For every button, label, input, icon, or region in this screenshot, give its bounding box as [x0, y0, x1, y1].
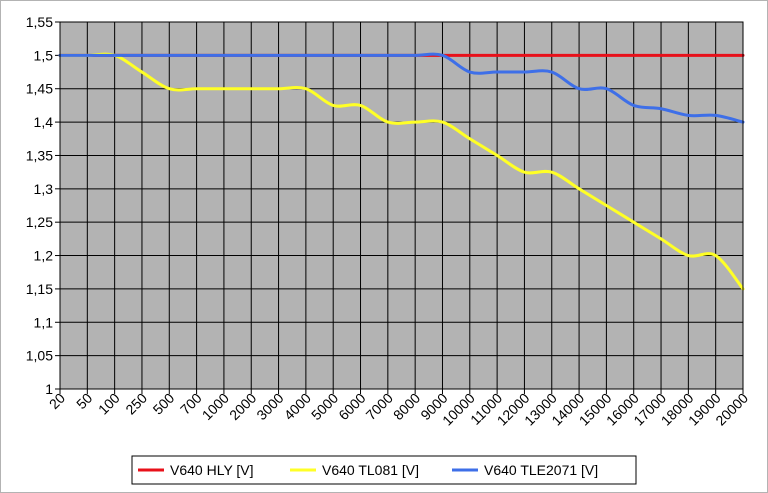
- x-tick-label: 3000: [253, 390, 286, 423]
- y-tick-label: 1,2: [34, 248, 54, 264]
- y-tick-label: 1,35: [26, 147, 53, 163]
- y-tick-label: 1,5: [34, 47, 54, 63]
- series-line-2: [58, 52, 745, 291]
- legend-label-1: V640 HLY [V]: [170, 462, 254, 478]
- series-line-3: [58, 52, 745, 124]
- x-axis: 20 50 100 250 500 700100020003000400050006000…: [46, 389, 751, 429]
- plot-area: [60, 22, 743, 389]
- y-tick-label: 1,15: [26, 281, 53, 297]
- x-tick-label: 50: [73, 390, 95, 412]
- legend-box: [131, 455, 637, 485]
- y-tick-label: 1,05: [26, 348, 53, 364]
- y-tick-label: 1,45: [26, 81, 53, 97]
- legend: V640 HLY [V] V640 TL081 [V] V640 TLE2071 […: [131, 455, 637, 485]
- x-tick-label: 7000: [363, 390, 396, 423]
- y-tick-label: 1: [45, 381, 53, 397]
- x-tick-label: 2000: [226, 390, 259, 423]
- y-tick-label: 1,55: [26, 14, 53, 30]
- x-tick-label: 100: [95, 390, 123, 418]
- y-tick-label: 1,1: [34, 314, 54, 330]
- x-tick-label: 6000: [335, 390, 368, 423]
- x-tick-label: 500: [150, 390, 178, 418]
- legend-label-3: V640 TLE2071 [V]: [484, 462, 598, 478]
- y-tick-label: 1,3: [34, 181, 54, 197]
- x-tick-label: 5000: [308, 390, 341, 423]
- x-tick-label: 4000: [281, 390, 314, 423]
- x-tick-label: 250: [122, 390, 150, 418]
- plot-border: [59, 21, 744, 390]
- x-tick-label: 8000: [390, 390, 423, 423]
- series-lines: [58, 52, 745, 291]
- x-tick-label: 1000: [199, 390, 232, 423]
- legend-label-2: V640 TL081 [V]: [322, 462, 419, 478]
- y-tick-label: 1,25: [26, 214, 53, 230]
- y-tick-label: 1,4: [34, 114, 54, 130]
- y-axis: 1 1,05 1,1 1,15 1,2 1,25 1,3 1,35 1,4 1,45 1,5 1,55: [26, 14, 60, 397]
